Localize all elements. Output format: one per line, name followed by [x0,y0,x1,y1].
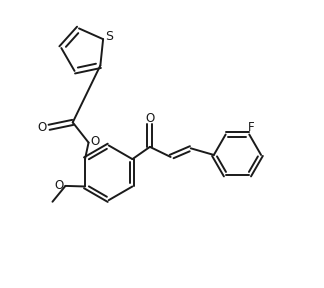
Text: O: O [38,121,47,134]
Text: F: F [248,121,255,134]
Text: O: O [145,111,155,125]
Text: O: O [90,134,99,148]
Text: O: O [54,179,64,192]
Text: S: S [105,30,113,43]
